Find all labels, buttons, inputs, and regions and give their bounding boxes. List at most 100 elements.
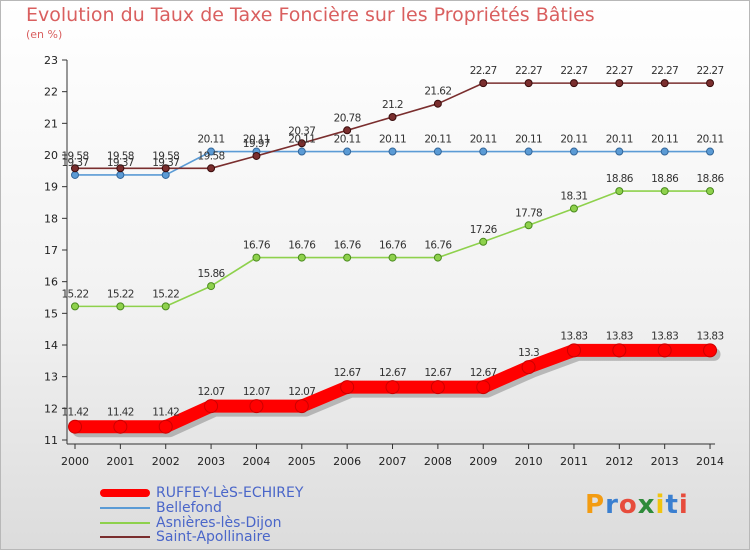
data-point (340, 380, 355, 395)
brand-letter: r (605, 490, 619, 520)
x-tick-label: 2008 (424, 455, 452, 468)
data-point (68, 419, 82, 434)
data-point (297, 147, 306, 156)
legend-label: Saint-Apollinaire (156, 529, 271, 545)
data-label: 12.67 (334, 367, 361, 379)
data-point (479, 79, 488, 88)
x-tick-label: 2012 (605, 455, 633, 468)
data-label: 13.83 (606, 330, 633, 342)
data-point (706, 79, 715, 88)
data-label: 13.83 (560, 330, 587, 342)
data-point (388, 253, 397, 262)
data-label: 18.86 (606, 173, 634, 185)
brand-letter: i (655, 490, 666, 520)
data-label: 19.97 (243, 138, 270, 150)
brand-letter: i (678, 490, 689, 520)
data-point (433, 253, 442, 262)
data-point (569, 79, 578, 88)
data-label: 20.11 (379, 134, 406, 146)
data-point (524, 147, 533, 156)
x-tick-label: 2001 (106, 455, 134, 468)
data-label: 20.11 (697, 134, 724, 146)
brand-letter: t (665, 490, 679, 520)
data-label: 18.86 (651, 173, 679, 185)
data-point (158, 419, 173, 434)
y-tick-label: 13 (44, 371, 58, 384)
data-label: 11.42 (107, 407, 134, 419)
data-label: 16.76 (424, 240, 452, 252)
legend-label: RUFFEY-LèS-ECHIREY (156, 485, 304, 501)
chart-title: Evolution du Taux de Taxe Foncière sur l… (26, 4, 595, 26)
data-label: 22.27 (606, 65, 633, 77)
data-point (207, 164, 216, 173)
data-label: 11.42 (152, 407, 179, 419)
x-tick-label: 2013 (651, 455, 679, 468)
data-label: 15.22 (152, 288, 179, 300)
data-label: 20.11 (334, 134, 361, 146)
data-label: 22.27 (560, 65, 587, 77)
data-point (116, 164, 125, 173)
data-point (113, 419, 128, 434)
y-tick-label: 14 (44, 339, 58, 352)
data-point (566, 343, 581, 358)
data-point (385, 380, 400, 395)
x-tick-label: 2010 (515, 455, 543, 468)
data-point (71, 170, 79, 179)
data-label: 20.11 (651, 134, 678, 146)
legend-swatch (100, 522, 150, 524)
data-point (615, 147, 624, 156)
data-label: 20.11 (560, 134, 587, 146)
data-point (612, 343, 627, 358)
x-tick-label: 2006 (333, 455, 361, 468)
data-label: 12.67 (379, 367, 406, 379)
data-label: 21.2 (382, 99, 403, 111)
data-point (297, 139, 306, 148)
data-point (433, 147, 442, 156)
data-label: 19.58 (198, 150, 225, 162)
data-point (703, 343, 718, 358)
data-label: 12.67 (470, 367, 497, 379)
data-label: 13.3 (518, 347, 539, 359)
y-tick-label: 20 (44, 149, 58, 162)
data-point (615, 187, 624, 196)
data-label: 22.27 (515, 65, 542, 77)
brand-letter: x (637, 490, 656, 520)
data-point (294, 399, 309, 414)
data-point (660, 147, 669, 156)
data-point (430, 380, 445, 395)
data-point (660, 79, 669, 88)
brand-letter: o (618, 490, 638, 520)
y-tick-label: 22 (44, 86, 58, 99)
data-label: 20.11 (515, 134, 542, 146)
unit-label: (en %) (26, 28, 63, 41)
y-tick-label: 11 (44, 434, 58, 447)
brand-letter: P (585, 490, 606, 520)
data-label: 19.58 (61, 150, 88, 162)
data-labels: 15.22 15.22 15.22 15.86 16.76 16.76 16.76 16.76… (61, 65, 725, 419)
legend-item: RUFFEY-LèS-ECHIREY (100, 485, 304, 501)
data-point (71, 164, 79, 173)
x-tick-label: 2014 (696, 455, 724, 468)
legend-item: Bellefond (100, 500, 222, 516)
legend-label: Asnières-lès-Dijon (156, 515, 282, 531)
data-label: 15.22 (61, 288, 88, 300)
data-point (388, 147, 397, 156)
data-label: 11.42 (61, 407, 88, 419)
data-point (116, 302, 125, 311)
brand-logo: Proxiti (585, 490, 689, 520)
data-point (207, 282, 216, 291)
data-point (706, 187, 715, 196)
data-point (252, 253, 261, 262)
data-label: 15.86 (198, 268, 226, 280)
legend-item: Asnières-lès-Dijon (100, 515, 282, 531)
data-label: 18.86 (697, 173, 725, 185)
data-label: 20.11 (424, 134, 451, 146)
data-label: 20.11 (606, 134, 633, 146)
data-point (706, 147, 715, 156)
legend-item: Saint-Apollinaire (100, 529, 271, 545)
data-point (569, 147, 578, 156)
x-tick-label: 2004 (242, 455, 270, 468)
data-label: 18.31 (560, 191, 587, 203)
